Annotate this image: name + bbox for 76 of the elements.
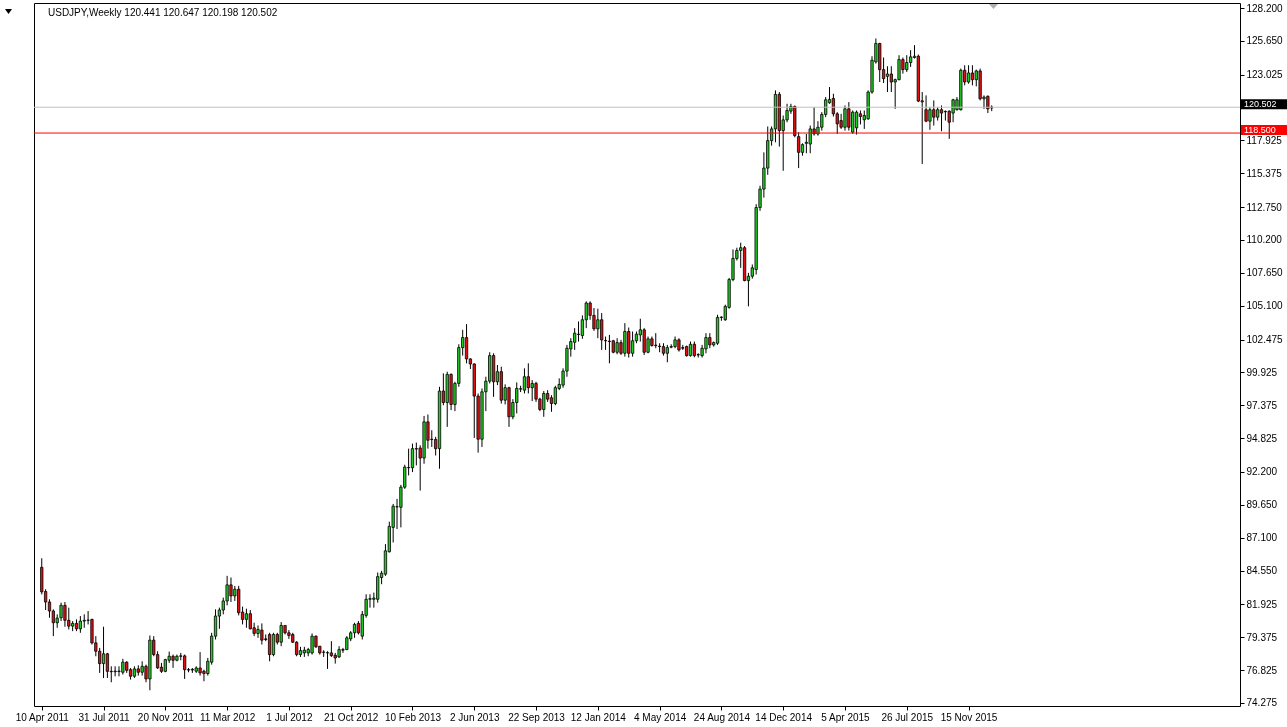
candlestick (889, 65, 893, 93)
candlestick (885, 65, 890, 93)
x-tick-label: 5 Apr 2015 (821, 711, 871, 723)
y-tick-label: 87.100 (1246, 532, 1278, 544)
y-tick-label: 94.825 (1246, 432, 1278, 444)
candlestick (105, 652, 110, 679)
x-tick-label: 10 Apr 2011 (15, 711, 70, 723)
y-tick-label: 128.200 (1246, 2, 1284, 14)
candlestick (843, 104, 847, 132)
candlestick (576, 320, 581, 343)
x-tick-label: 2 Jun 2013 (450, 711, 500, 723)
x-tick-label: 22 Sep 2013 (508, 711, 566, 723)
candlestick (627, 327, 631, 359)
candlestick (966, 64, 971, 85)
chart-title: USDJPY,Weekly 120.441 120.647 120.198 120.502 (48, 7, 278, 18)
y-tick-label: 92.200 (1246, 466, 1278, 478)
y-tick-label: 110.200 (1246, 234, 1283, 246)
x-tick-label: 20 Nov 2011 (137, 711, 195, 723)
candlestick (101, 626, 106, 679)
x-tick-label: 21 Oct 2012 (323, 711, 379, 723)
candlestick (287, 629, 291, 640)
y-tick-label: 123.025 (1246, 69, 1284, 81)
x-tick-label: 24 Aug 2014 (693, 711, 751, 723)
candlestick (530, 379, 534, 402)
candlestick (198, 651, 202, 677)
ref-line-label: 118.500 (1244, 125, 1276, 136)
candlestick (623, 322, 627, 358)
x-tick-label: 31 Jul 2011 (78, 711, 130, 723)
candlestick (596, 308, 600, 339)
x-tick-label: 11 Mar 2012 (199, 711, 256, 723)
candlestick (542, 390, 546, 418)
candlestick (553, 385, 557, 406)
y-tick-label: 107.650 (1246, 267, 1284, 279)
candlestick (847, 101, 851, 132)
x-tick-label: 26 Jul 2015 (881, 711, 934, 723)
candlestick (704, 332, 708, 354)
candlestick (410, 443, 415, 473)
x-tick-label: 15 Nov 2015 (940, 711, 998, 723)
x-tick-label: 10 Feb 2013 (384, 711, 442, 723)
candlestick (897, 54, 901, 81)
candlestick (464, 323, 469, 364)
x-tick-label: 12 Jan 2014 (570, 711, 627, 723)
candlestick (654, 332, 658, 349)
x-tick-label: 4 May 2014 (633, 711, 687, 723)
candlestick (279, 621, 283, 647)
candlestick (171, 654, 175, 669)
candlestick (376, 571, 380, 604)
x-tick-label: 14 Dec 2014 (755, 711, 813, 723)
y-tick-label: 112.750 (1246, 201, 1283, 213)
y-tick-label: 117.925 (1246, 134, 1283, 146)
candlestick (117, 665, 121, 677)
y-tick-label: 125.650 (1246, 35, 1284, 47)
candlestick (256, 624, 260, 639)
candlestick (600, 312, 604, 351)
ref-line-label: 120.502 (1244, 99, 1277, 110)
candlestick (414, 442, 418, 466)
candlestick (229, 577, 233, 603)
y-tick-label: 102.475 (1246, 334, 1284, 346)
candlestick (932, 99, 936, 127)
y-tick-label: 84.550 (1246, 565, 1278, 577)
y-tick-label: 76.825 (1246, 664, 1278, 676)
y-tick-label: 89.650 (1246, 499, 1278, 511)
candlestick (310, 632, 314, 656)
candlestick (260, 622, 264, 646)
x-tick-label: 1 Jul 2012 (266, 711, 313, 723)
y-tick-label: 97.375 (1246, 399, 1278, 411)
candlestick (82, 613, 86, 629)
y-tick-label: 79.375 (1246, 631, 1278, 643)
y-tick-label: 81.925 (1246, 598, 1278, 610)
candlestick (526, 362, 530, 394)
y-tick-label: 105.100 (1246, 300, 1284, 312)
y-tick-label: 99.925 (1246, 366, 1278, 378)
candlestick (943, 109, 947, 122)
y-tick-label: 74.275 (1246, 697, 1278, 709)
candlestick (63, 601, 67, 628)
y-tick-label: 115.375 (1246, 167, 1283, 179)
